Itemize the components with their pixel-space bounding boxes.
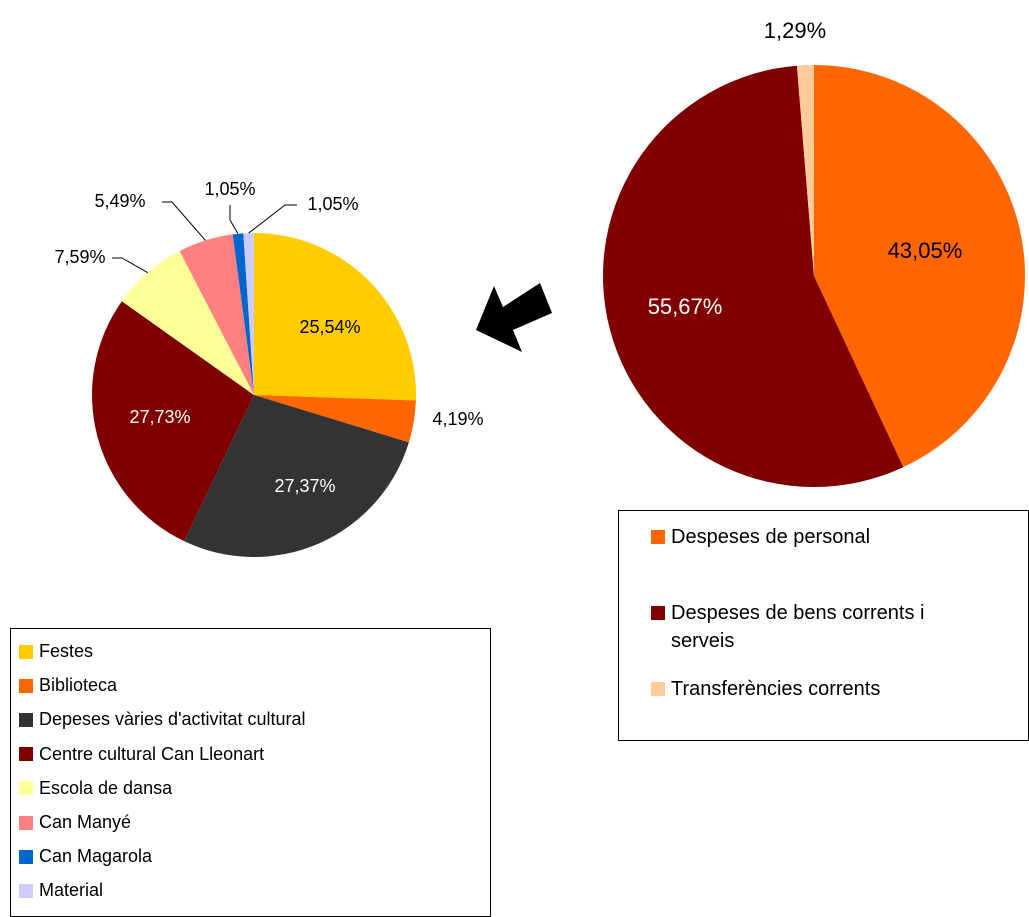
arrow <box>476 283 552 352</box>
legend-swatch <box>19 849 33 864</box>
legend: Festes Biblioteca Depeses vàries d'activit… <box>10 628 491 917</box>
legend-label: Despeses de personal <box>671 526 871 548</box>
legend-entry: Centre cultural Can Lleonart <box>19 742 479 767</box>
pie-slice <box>179 234 254 395</box>
legend-swatch <box>651 682 665 696</box>
data-label: 27,37% <box>274 476 335 496</box>
data-label: 7,59% <box>54 247 105 267</box>
legend-swatch <box>19 678 33 693</box>
legend-label: Festes <box>39 641 94 661</box>
legend-label: Centre cultural Can Lleonart <box>39 743 265 764</box>
data-label: 1,05% <box>307 194 358 214</box>
legend-swatch <box>19 644 33 659</box>
legend-entry: Transferències corrents <box>651 675 951 703</box>
legend-entry: Material <box>19 878 479 903</box>
data-label: 5,49% <box>94 191 145 211</box>
legend-entry: Festes <box>19 639 479 664</box>
pie-slice <box>232 233 254 395</box>
legend-label: Material <box>39 880 104 901</box>
legend-label: Depeses vàries d'activitat cultural <box>39 709 306 730</box>
pie-slice <box>243 233 254 395</box>
legend-label: Despeses de bens corrents i serveis <box>671 602 925 652</box>
legend-entry: Can Manyé <box>19 810 479 835</box>
pie-slice <box>184 395 409 557</box>
legend-label: Escola de dansa <box>39 777 173 798</box>
leader-line <box>229 205 239 235</box>
legend-swatch <box>19 747 33 762</box>
legend-entry: Escola de dansa <box>19 776 479 801</box>
legend-label: Biblioteca <box>39 675 118 696</box>
pie-slice <box>254 233 417 401</box>
pie-slice <box>254 395 416 443</box>
data-label: 1,29% <box>764 18 826 43</box>
data-label: 27,73% <box>129 407 190 427</box>
pie-slice <box>91 301 255 542</box>
pie-slice <box>814 65 1026 468</box>
data-label: 4,19% <box>432 409 483 429</box>
pie-slice <box>796 65 814 276</box>
legend-swatch <box>19 781 33 796</box>
legend-label: Can Manyé <box>39 812 132 832</box>
legend-entry: Despeses de personal <box>651 523 951 551</box>
data-label: 1,05% <box>204 179 255 199</box>
legend-swatch <box>19 815 33 830</box>
leader-line <box>112 257 149 274</box>
pie-slice <box>121 251 254 395</box>
legend: Despeses de personal Despeses de bens cor… <box>618 510 1029 741</box>
legend-swatch <box>19 883 33 898</box>
legend-swatch <box>19 712 33 727</box>
data-label: 25,54% <box>299 317 360 337</box>
legend-label: Transferències corrents <box>671 678 881 700</box>
leader-line <box>248 204 297 234</box>
leader-line <box>162 201 206 241</box>
legend-entry: Biblioteca <box>19 673 479 698</box>
legend-entry: Depeses vàries d'activitat cultural <box>19 707 479 732</box>
legend-entry: Despeses de bens corrents i serveis <box>651 599 951 655</box>
data-label: 43,05% <box>888 238 963 263</box>
legend-swatch <box>651 530 665 544</box>
data-label: 55,67% <box>648 294 723 319</box>
legend-entry: Can Magarola <box>19 844 479 869</box>
pie-slice <box>603 65 904 487</box>
legend-label: Can Magarola <box>39 846 153 867</box>
legend-swatch <box>651 606 665 620</box>
